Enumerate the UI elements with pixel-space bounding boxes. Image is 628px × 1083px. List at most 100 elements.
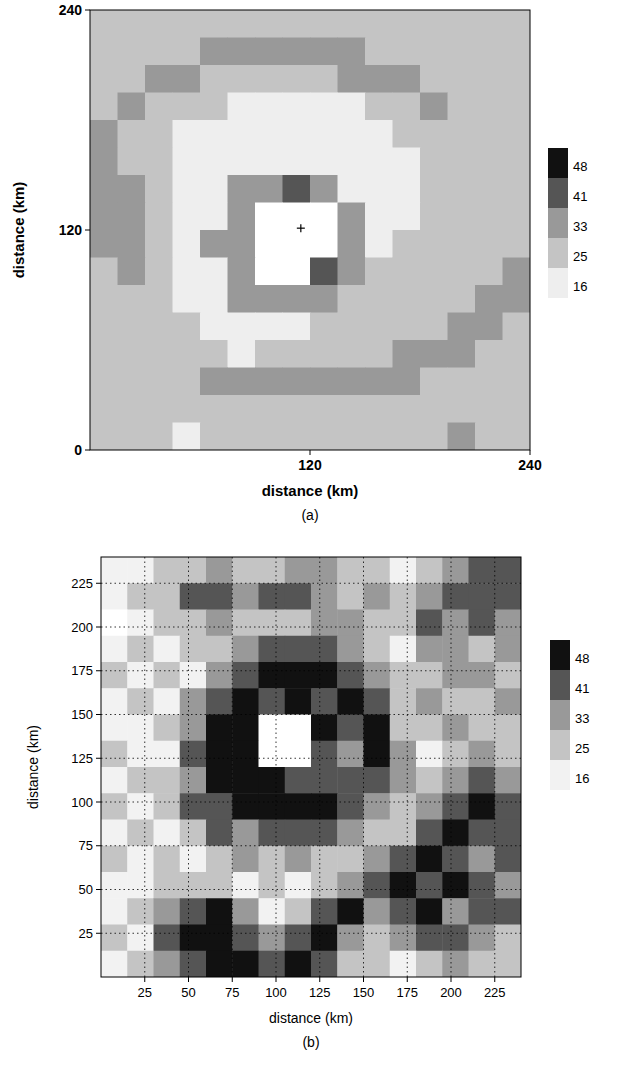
cell — [364, 715, 391, 742]
cell — [154, 610, 181, 637]
cell — [442, 767, 469, 794]
cell — [495, 793, 521, 820]
colorbar-swatch — [548, 208, 568, 238]
cell — [101, 820, 128, 847]
cell — [420, 65, 448, 93]
cell — [255, 230, 283, 258]
cell — [283, 93, 311, 121]
cell — [180, 951, 207, 977]
cell — [364, 767, 391, 794]
cell — [364, 898, 391, 925]
cell — [154, 557, 181, 584]
colorbar-label: 16 — [575, 771, 589, 786]
cell — [127, 925, 154, 952]
cell — [180, 820, 207, 847]
cell — [90, 368, 118, 396]
cell — [338, 340, 366, 368]
cell — [101, 557, 128, 584]
cell — [365, 65, 393, 93]
cell — [90, 93, 118, 121]
cell — [310, 38, 338, 66]
cell — [311, 583, 338, 610]
cell — [475, 258, 503, 286]
plot-frame — [101, 557, 521, 977]
cell — [495, 951, 521, 977]
cell — [228, 120, 256, 148]
cell — [118, 175, 146, 203]
plot-frame — [90, 10, 530, 450]
cell — [259, 715, 286, 742]
cell — [365, 38, 393, 66]
cell — [420, 368, 448, 396]
cell — [337, 715, 364, 742]
cell — [311, 793, 338, 820]
cell — [255, 340, 283, 368]
cell — [228, 148, 256, 176]
cell — [259, 767, 286, 794]
cell — [127, 662, 154, 689]
cell — [255, 258, 283, 286]
cell — [173, 340, 201, 368]
cell — [311, 820, 338, 847]
cell — [283, 38, 311, 66]
cell — [232, 846, 259, 873]
cell — [206, 662, 233, 689]
tick — [85, 450, 90, 451]
tick-label: 75 — [225, 985, 239, 1000]
cell — [393, 258, 421, 286]
cell — [364, 557, 391, 584]
cell — [364, 925, 391, 952]
grid-line — [101, 845, 521, 846]
cell — [180, 925, 207, 952]
tick-label: 150 — [71, 707, 93, 722]
cell — [503, 340, 531, 368]
cell — [393, 395, 421, 423]
cell — [495, 872, 521, 899]
tick-label: 120 — [298, 457, 322, 473]
cell — [416, 872, 443, 899]
tick-label: 25 — [138, 985, 152, 1000]
cell — [311, 898, 338, 925]
tick-label: 100 — [71, 795, 93, 810]
cell — [475, 203, 503, 231]
cell — [118, 38, 146, 66]
tick — [96, 670, 101, 671]
cell — [393, 423, 421, 451]
cell — [311, 688, 338, 715]
cell — [285, 898, 312, 925]
cell — [173, 175, 201, 203]
cell — [390, 662, 417, 689]
tick — [363, 977, 364, 982]
cell — [311, 610, 338, 637]
cell — [475, 120, 503, 148]
cell — [364, 793, 391, 820]
cell — [101, 767, 128, 794]
cell — [338, 93, 366, 121]
cell — [180, 793, 207, 820]
axis-title: distance (km) — [10, 182, 27, 279]
cell — [365, 313, 393, 341]
tick — [96, 933, 101, 934]
cell — [255, 313, 283, 341]
cell — [393, 368, 421, 396]
cell — [173, 285, 201, 313]
cell — [285, 951, 312, 977]
cell — [310, 368, 338, 396]
cell — [154, 898, 181, 925]
cell — [495, 583, 521, 610]
cell — [416, 925, 443, 952]
cell — [200, 313, 228, 341]
cell — [90, 38, 118, 66]
cell — [495, 925, 521, 952]
cell — [503, 258, 531, 286]
cell — [475, 10, 503, 38]
cell — [255, 395, 283, 423]
cell — [475, 38, 503, 66]
cell — [154, 662, 181, 689]
cell — [310, 175, 338, 203]
cell — [420, 230, 448, 258]
cell — [495, 846, 521, 873]
cell — [228, 340, 256, 368]
cell — [416, 610, 443, 637]
cell — [338, 368, 366, 396]
